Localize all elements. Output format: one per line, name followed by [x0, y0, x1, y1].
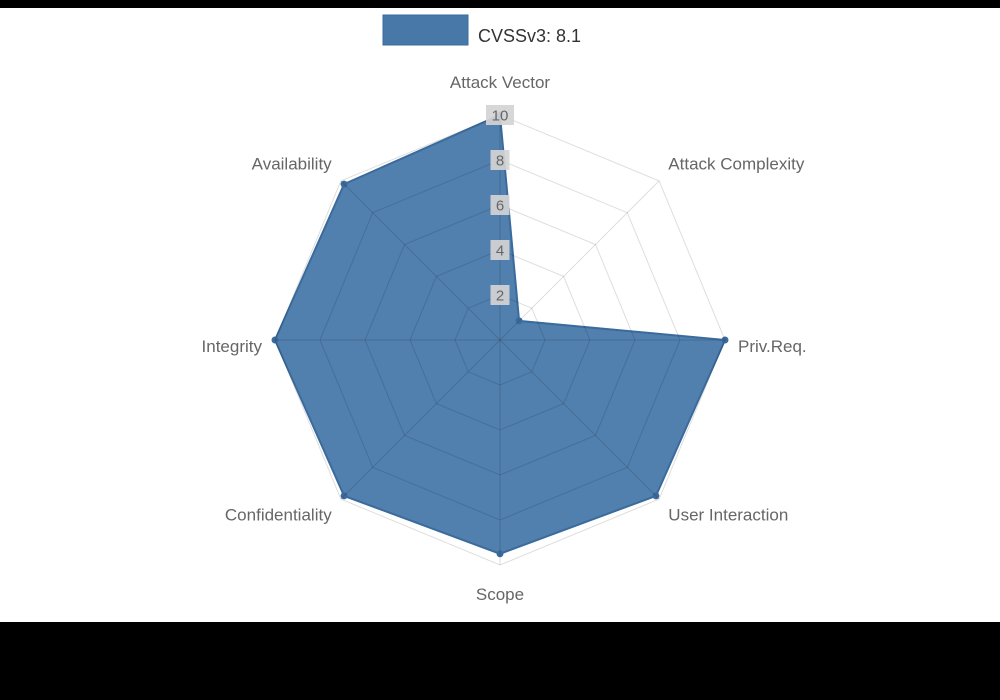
radar-point-7	[340, 180, 348, 188]
axis-label-attack-complexity: Attack Complexity	[668, 155, 805, 174]
chart-panel: 2 4 6 8 10 Attack Vector Attack Complexity Pri…	[0, 8, 1000, 622]
grid-ring-10	[274, 114, 726, 566]
axis-label-integrity: Integrity	[202, 337, 263, 356]
tick-backdrop-4	[490, 240, 510, 260]
radar-point-2	[721, 336, 729, 344]
tick-backdrop-6	[490, 195, 510, 215]
tick-backdrop-8	[490, 150, 510, 170]
radar-chart: 2 4 6 8 10 Attack Vector Attack Complexity Pri…	[202, 14, 807, 604]
tick-label-10: 10	[492, 108, 509, 125]
legend-label[interactable]: CVSSv3: 8.1	[478, 26, 581, 46]
tick-label-4: 4	[496, 243, 504, 260]
radar-point-5	[340, 492, 348, 500]
radar-point-4	[496, 550, 504, 558]
tick-label-6: 6	[496, 198, 504, 215]
grid-ring-4	[409, 249, 591, 431]
grid-angle-line-7	[340, 180, 501, 341]
axis-label-availability: Availability	[252, 155, 333, 174]
grid-angle-line-5	[340, 339, 501, 500]
radar-point-3	[652, 492, 660, 500]
radar-grid	[274, 114, 726, 566]
radar-point-6	[271, 336, 279, 344]
radar-series	[271, 111, 729, 558]
axis-label-priv-req: Priv.Req.	[738, 337, 807, 356]
tick-label-2: 2	[496, 288, 504, 305]
tick-backdrop-10	[486, 105, 514, 125]
axis-label-scope: Scope	[476, 585, 524, 604]
grid-angle-line-1	[499, 180, 660, 341]
tick-backdrop-2	[490, 285, 510, 305]
radar-axis-labels: Attack Vector Attack Complexity Priv.Req. U…	[202, 73, 807, 604]
radar-point-1	[515, 317, 523, 325]
grid-ring-2	[454, 294, 546, 386]
grid-angle-line-3	[499, 339, 660, 500]
radar-ticks: 2 4 6 8 10	[486, 105, 514, 305]
grid-ring-8	[319, 159, 681, 521]
tick-label-8: 8	[496, 153, 504, 170]
legend-swatch[interactable]	[382, 14, 469, 46]
axis-label-confidentiality: Confidentiality	[225, 505, 332, 524]
axis-label-user-interaction: User Interaction	[668, 505, 788, 524]
radar-legend[interactable]: CVSSv3: 8.1	[382, 14, 581, 46]
axis-label-attack-vector: Attack Vector	[450, 73, 550, 92]
grid-ring-6	[364, 204, 636, 476]
